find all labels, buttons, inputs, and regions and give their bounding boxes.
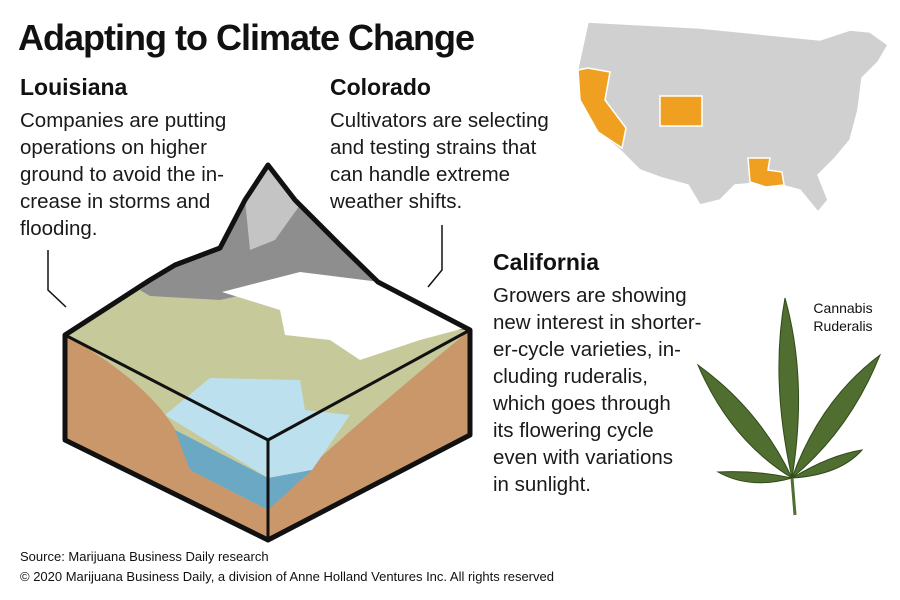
- section-heading: Louisiana: [20, 74, 128, 100]
- section-text: weather shifts.: [329, 190, 462, 213]
- section-heading: California: [493, 249, 599, 275]
- copyright: © 2020 Marijuana Business Daily, a divis…: [20, 569, 554, 584]
- mountain-light: [245, 165, 300, 250]
- section-heading: Colorado: [330, 74, 431, 100]
- leaflet: [791, 449, 864, 479]
- colorado: [659, 95, 703, 127]
- section-text: Cultivators are selecting: [330, 109, 549, 132]
- leaf-label: Cannabis: [813, 300, 872, 316]
- section-text: operations on higher: [20, 136, 207, 159]
- section-text: new interest in shorter-: [493, 311, 702, 334]
- leaflet: [716, 471, 793, 484]
- leaflet: [790, 353, 882, 480]
- left-face: [65, 335, 268, 540]
- section-text: Companies are putting: [20, 109, 226, 132]
- section-text: Growers are showing: [493, 284, 687, 307]
- text-layer: Louisiana Companies are putting operations…: [20, 74, 873, 584]
- block-edges: [64, 328, 471, 540]
- cannabis-leaf: [696, 297, 882, 516]
- california: [577, 67, 627, 150]
- leader-line: [427, 225, 443, 288]
- section-text: flooding.: [20, 217, 98, 240]
- lake-depth: [175, 430, 312, 510]
- terrain-illustration: [62, 162, 473, 543]
- snow: [222, 272, 465, 360]
- leaflet: [696, 363, 794, 480]
- us-map: [577, 21, 889, 214]
- section-text: ground to avoid the in-: [20, 163, 224, 186]
- lake: [165, 378, 350, 478]
- block-outline: [62, 162, 473, 543]
- us-outline: [577, 21, 889, 214]
- section-text: its flowering cycle: [493, 419, 654, 442]
- section-text: and testing strains that: [330, 136, 537, 159]
- section-text: can handle extreme: [330, 163, 510, 186]
- source: Source: Marijuana Business Daily researc…: [20, 549, 269, 564]
- section-text: which goes through: [492, 392, 671, 415]
- section-text: crease in storms and: [20, 190, 210, 213]
- stem: [790, 477, 797, 516]
- section-text: even with variations: [493, 446, 673, 469]
- leaf-label: Ruderalis: [813, 318, 872, 334]
- leaflet: [778, 297, 800, 479]
- section-text: cluding ruderalis,: [493, 365, 648, 388]
- leader-line: [47, 250, 67, 308]
- section-text: in sunlight.: [493, 473, 591, 496]
- louisiana: [747, 157, 785, 188]
- section-text: er-cycle varieties, in-: [493, 338, 681, 361]
- title: Adapting to Climate Change: [18, 17, 474, 58]
- right-face: [268, 330, 470, 540]
